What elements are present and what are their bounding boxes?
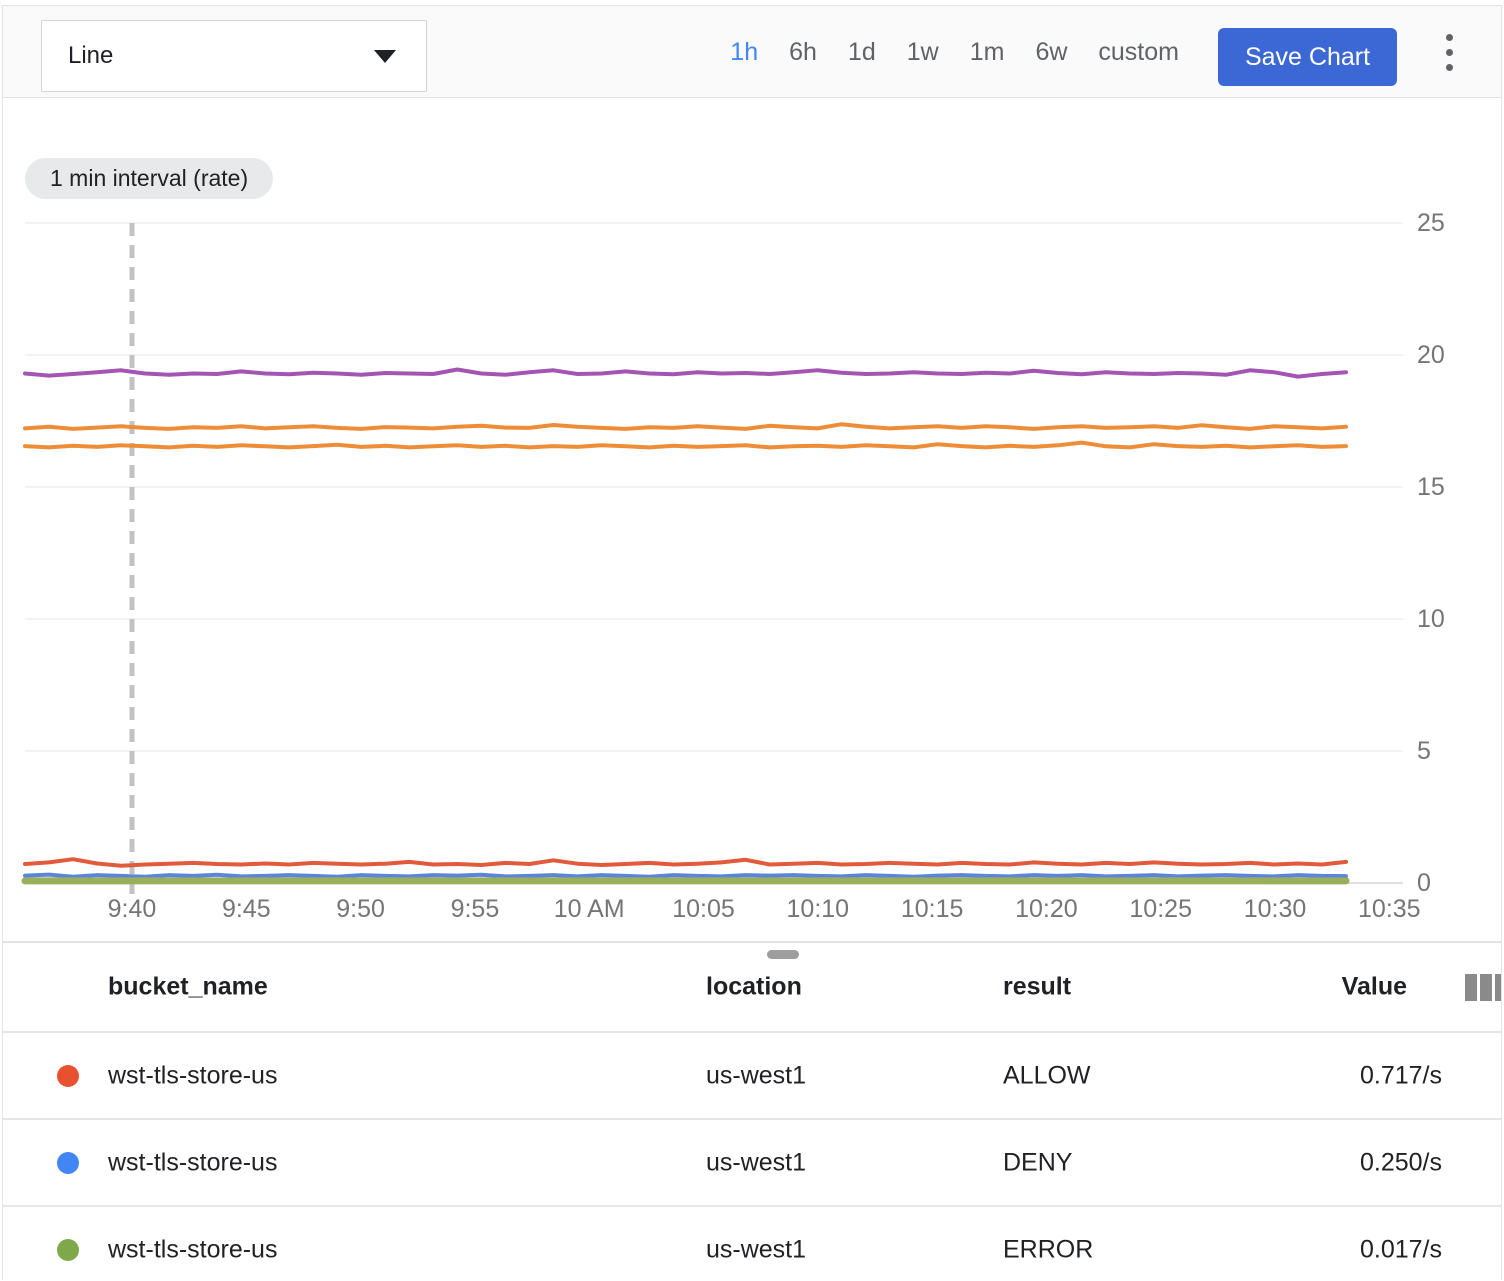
x-axis-label: 9:40 xyxy=(108,895,157,923)
series-blue-DENY xyxy=(25,875,1346,877)
cell-location: us-west1 xyxy=(706,1148,806,1177)
x-axis-label: 10:35 xyxy=(1358,895,1421,923)
table-row[interactable]: wst-tls-store-us us-west1 ERROR 0.017/s xyxy=(3,1205,1501,1281)
series-purple xyxy=(25,370,1346,377)
chart-type-value: Line xyxy=(68,42,113,70)
x-axis-label: 10:05 xyxy=(672,895,735,923)
y-axis-label: 5 xyxy=(1417,737,1431,765)
y-axis-label: 10 xyxy=(1417,605,1445,633)
cell-result: DENY xyxy=(1003,1148,1072,1177)
y-axis-label: 15 xyxy=(1417,473,1445,501)
time-range-group: 1h 6h 1d 1w 1m 6w custom xyxy=(730,6,1179,98)
series-color-dot xyxy=(57,1152,79,1174)
x-axis-label: 10:15 xyxy=(901,895,964,923)
x-axis-label: 10:10 xyxy=(787,895,850,923)
column-header-bucket-name[interactable]: bucket_name xyxy=(108,973,268,1002)
x-axis-label: 10 AM xyxy=(554,895,625,923)
cell-value: 0.017/s xyxy=(1360,1235,1442,1264)
cell-bucket-name: wst-tls-store-us xyxy=(108,1061,277,1090)
cell-value: 0.717/s xyxy=(1360,1061,1442,1090)
chart-area: 1 min interval (rate) 0 5 10 15 20 25 9:40 9:45… xyxy=(3,98,1501,941)
time-range-1w[interactable]: 1w xyxy=(907,38,939,67)
time-range-6w[interactable]: 6w xyxy=(1035,38,1067,67)
legend-table: bucket_name location result Value wst-tl… xyxy=(3,941,1501,1281)
cell-result: ALLOW xyxy=(1003,1061,1091,1090)
x-axis-label: 10:20 xyxy=(1015,895,1078,923)
time-range-6h[interactable]: 6h xyxy=(789,38,817,67)
x-axis-label: 10:25 xyxy=(1129,895,1192,923)
series-orange-upper xyxy=(25,424,1346,429)
chart-card: Line 1h 6h 1d 1w 1m 6w custom Save Chart 1 min… xyxy=(2,5,1502,1280)
cell-location: us-west1 xyxy=(706,1235,806,1264)
time-range-custom[interactable]: custom xyxy=(1098,38,1179,67)
cell-value: 0.250/s xyxy=(1360,1148,1442,1177)
more-options-button[interactable] xyxy=(1429,6,1469,98)
table-header-row: bucket_name location result Value xyxy=(3,943,1501,1031)
series-orange-lower xyxy=(25,443,1346,448)
chevron-down-icon xyxy=(374,50,396,63)
time-range-1m[interactable]: 1m xyxy=(970,38,1005,67)
cell-bucket-name: wst-tls-store-us xyxy=(108,1235,277,1264)
series-color-dot xyxy=(57,1065,79,1087)
kebab-dot xyxy=(1446,64,1453,71)
cell-bucket-name: wst-tls-store-us xyxy=(108,1148,277,1177)
x-axis-label: 9:50 xyxy=(336,895,385,923)
kebab-dot xyxy=(1446,49,1453,56)
y-axis-label: 20 xyxy=(1417,341,1445,369)
x-axis-label: 9:55 xyxy=(451,895,500,923)
kebab-dot xyxy=(1446,34,1453,41)
series-red-ALLOW xyxy=(25,859,1346,866)
column-header-value[interactable]: Value xyxy=(1342,973,1407,1002)
table-row[interactable]: wst-tls-store-us us-west1 DENY 0.250/s xyxy=(3,1118,1501,1205)
toolbar: Line 1h 6h 1d 1w 1m 6w custom Save Chart xyxy=(3,6,1501,98)
x-axis-label: 10:30 xyxy=(1244,895,1307,923)
table-row[interactable]: wst-tls-store-us us-west1 ALLOW 0.717/s xyxy=(3,1031,1501,1118)
save-chart-button[interactable]: Save Chart xyxy=(1218,28,1397,86)
column-header-location[interactable]: location xyxy=(706,973,802,1002)
y-axis-label: 0 xyxy=(1417,869,1431,897)
time-range-1d[interactable]: 1d xyxy=(848,38,876,67)
interval-badge: 1 min interval (rate) xyxy=(25,158,273,199)
time-range-1h[interactable]: 1h xyxy=(730,38,758,67)
series-color-dot xyxy=(57,1239,79,1261)
cell-location: us-west1 xyxy=(706,1061,806,1090)
y-axis-label: 25 xyxy=(1417,209,1445,237)
columns-icon[interactable] xyxy=(1465,974,1501,1001)
cell-result: ERROR xyxy=(1003,1235,1093,1264)
line-chart[interactable]: 0 5 10 15 20 25 9:40 9:45 9:50 9:55 10 AM 10:05 10:1… xyxy=(3,98,1503,941)
chart-type-dropdown[interactable]: Line xyxy=(41,20,427,92)
column-header-result[interactable]: result xyxy=(1003,973,1071,1002)
x-axis-label: 9:45 xyxy=(222,895,271,923)
